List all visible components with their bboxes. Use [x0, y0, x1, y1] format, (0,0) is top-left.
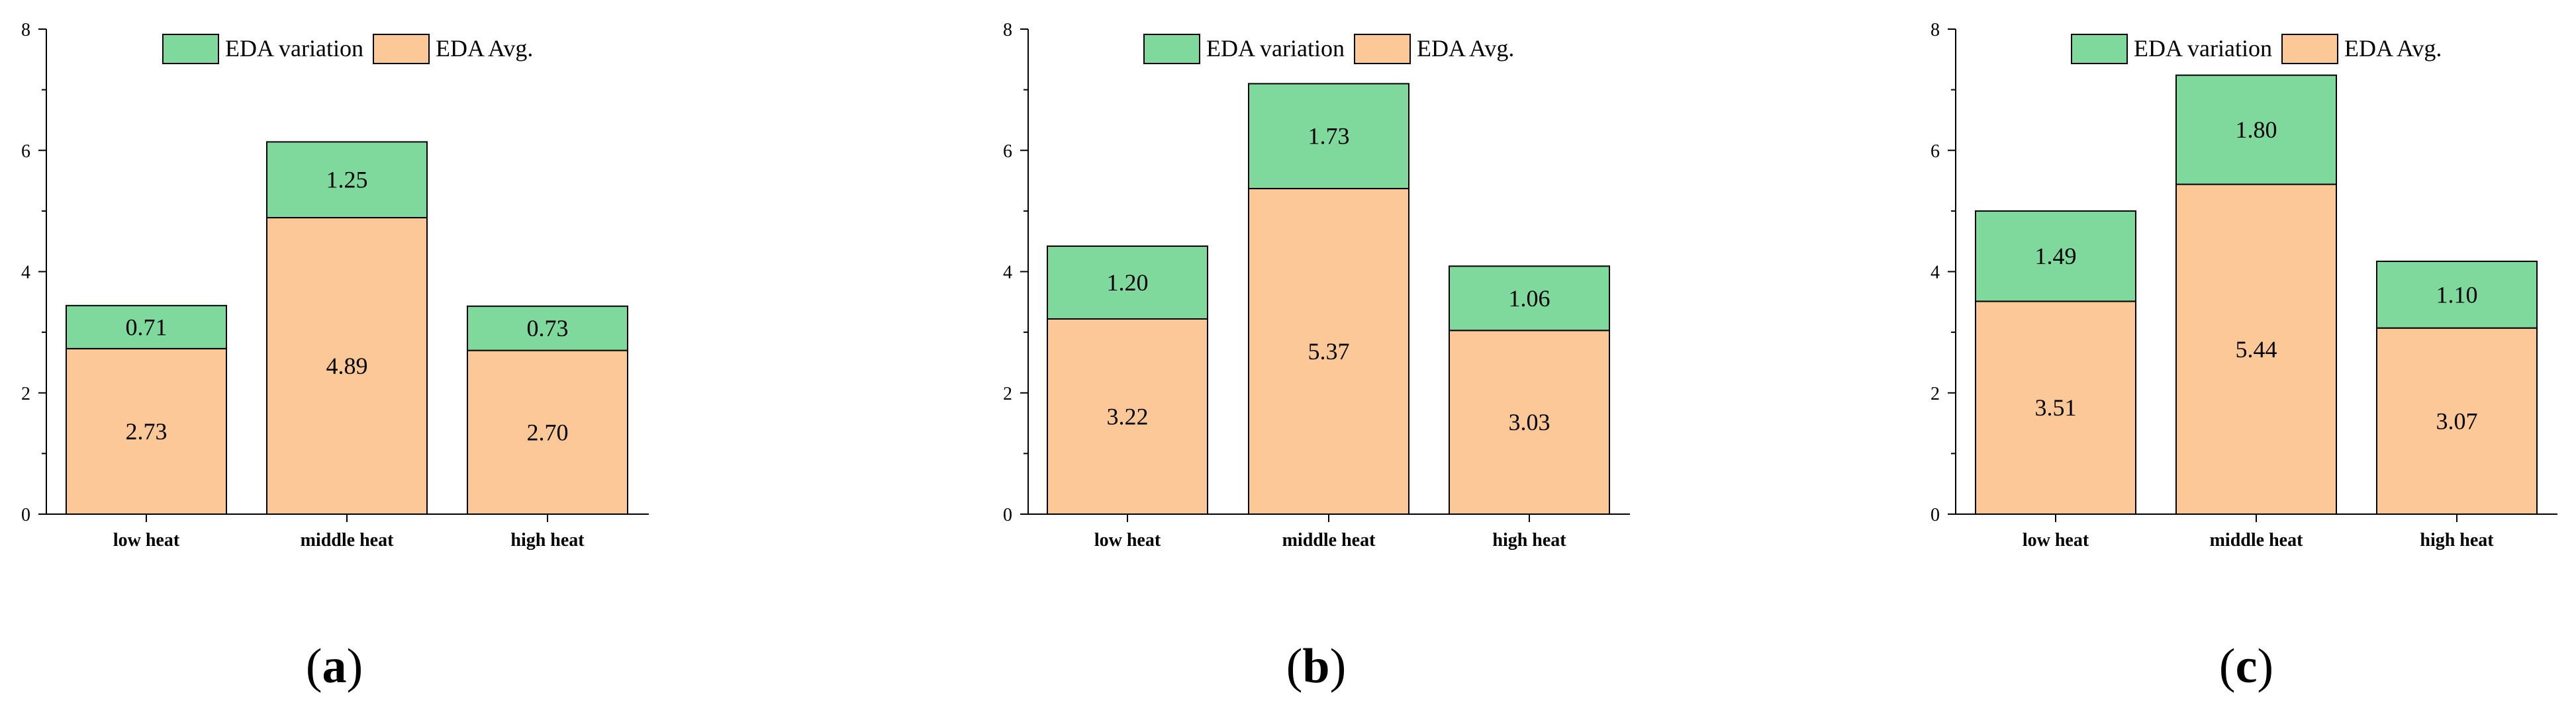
y-tick-label: 4 [21, 263, 30, 283]
bar-eda-variation [66, 304, 227, 349]
x-tick-label: high heat [510, 530, 585, 551]
data-label-eda-avg: 5.44 [2236, 336, 2277, 363]
y-tick-label: 2 [1003, 384, 1012, 404]
y-tick-label: 4 [1931, 263, 1940, 283]
legend-swatch-eda-variation [1143, 34, 1200, 64]
data-label-eda-avg: 3.07 [2436, 408, 2478, 434]
bar-eda-avg [2376, 327, 2538, 515]
y-tick-label: 8 [1003, 20, 1012, 40]
data-label-eda-variation: 1.80 [2236, 116, 2277, 143]
legend-label-eda-avg: EDA Avg. [436, 35, 533, 62]
data-label-eda-variation: 1.73 [1308, 123, 1350, 150]
x-tick-label: low heat [2023, 530, 2089, 551]
y-tick-label: 0 [21, 505, 30, 525]
bar-eda-avg [2175, 183, 2337, 515]
y-tick-label: 6 [1931, 141, 1940, 161]
bar-eda-avg [1248, 187, 1409, 515]
legend-label-eda-variation: EDA variation [2134, 35, 2272, 62]
y-tick-label: 8 [21, 20, 30, 40]
legend-swatch-eda-avg [1354, 34, 1411, 64]
data-label-eda-avg: 2.70 [527, 419, 569, 445]
panel-letter-c: c [2235, 639, 2258, 693]
chart-panel-c: 0 2 4 6 8 3.51 1.49 low heat 5.44 1.80 middle heat… [1931, 20, 2557, 551]
bar-eda-avg [1047, 318, 1208, 515]
bar-eda-variation [1449, 265, 1610, 332]
data-label-eda-variation: 0.71 [126, 314, 167, 340]
legend-swatch-eda-variation [162, 34, 219, 64]
data-label-eda-variation: 0.73 [527, 315, 569, 341]
y-tick-label: 6 [21, 141, 30, 161]
bar-eda-variation [1047, 245, 1208, 320]
data-label-eda-variation: 1.49 [2035, 243, 2077, 269]
y-tick-label: 2 [21, 384, 30, 404]
chart-panel-a: 0 2 4 6 8 2.73 0.71 low heat 4.89 1.25 middle heat… [21, 20, 649, 551]
bar-eda-variation [266, 141, 428, 218]
legend-swatch-eda-avg [2281, 34, 2338, 64]
x-tick-label: middle heat [1282, 530, 1376, 551]
legend-label-eda-variation: EDA variation [1206, 35, 1345, 62]
data-label-eda-avg: 4.89 [326, 353, 368, 379]
bar-eda-avg [467, 349, 628, 515]
panel-letter-a: a [322, 639, 347, 693]
y-tick-label: 0 [1003, 505, 1012, 525]
data-label-eda-variation: 1.06 [1509, 285, 1550, 312]
data-label-eda-avg: 3.22 [1107, 403, 1149, 429]
panel-label-a: (a) [305, 639, 363, 693]
y-tick-label: 6 [1003, 141, 1012, 161]
data-label-eda-avg: 3.03 [1509, 409, 1550, 435]
y-tick-label: 0 [1931, 505, 1940, 525]
bar-eda-variation [1248, 83, 1409, 189]
bar-eda-avg [66, 347, 227, 515]
bar-eda-variation [2175, 74, 2337, 185]
y-tick-label: 4 [1003, 263, 1012, 283]
x-tick-label: low heat [113, 530, 180, 551]
data-label-eda-avg: 5.37 [1308, 338, 1350, 365]
panel-letter-b: b [1302, 639, 1330, 693]
panel-label-c: (c) [2218, 639, 2274, 693]
y-tick-label: 8 [1931, 20, 1940, 40]
data-label-eda-variation: 1.25 [326, 167, 368, 193]
x-tick-label: middle heat [301, 530, 394, 551]
legend-label-eda-variation: EDA variation [225, 35, 363, 62]
x-tick-label: low heat [1094, 530, 1161, 551]
bar-eda-variation [1975, 210, 2136, 302]
legend-swatch-eda-avg [373, 34, 430, 64]
x-tick-label: high heat [1492, 530, 1566, 551]
data-label-eda-variation: 1.20 [1107, 269, 1149, 296]
data-label-eda-avg: 3.51 [2035, 394, 2077, 421]
legend-label-eda-avg: EDA Avg. [1417, 35, 1514, 62]
x-tick-label: high heat [2420, 530, 2494, 551]
data-label-eda-variation: 1.10 [2436, 281, 2478, 308]
x-tick-label: middle heat [2210, 530, 2303, 551]
bar-eda-variation [467, 305, 628, 351]
y-tick-label: 2 [1931, 384, 1940, 404]
panel-label-b: (b) [1286, 639, 1347, 693]
chart-panel-b: 0 2 4 6 8 3.22 1.20 low heat 5.37 1.73 middle heat… [1003, 20, 1630, 551]
bar-eda-variation [2376, 260, 2538, 329]
legend-label-eda-avg: EDA Avg. [2344, 35, 2442, 62]
legend-swatch-eda-variation [2071, 34, 2128, 64]
data-label-eda-avg: 2.73 [126, 418, 167, 445]
